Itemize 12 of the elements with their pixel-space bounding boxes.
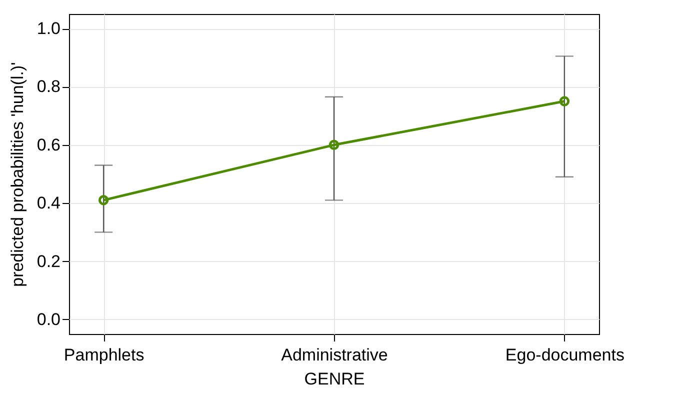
y-tick-label: 0.4 xyxy=(36,194,60,213)
x-tick-label: Ego-documents xyxy=(505,346,624,364)
x-axis-title: GENRE xyxy=(304,370,365,388)
y-tick-label: 0.8 xyxy=(36,77,60,96)
y-tick-label: 0.6 xyxy=(36,135,60,154)
y-tick-label: 1.0 xyxy=(36,19,60,38)
y-tick-label: 0.0 xyxy=(36,310,60,329)
point xyxy=(328,140,340,150)
x-tick-label: Administrative xyxy=(281,346,388,364)
y-tick-label: 0.2 xyxy=(36,252,60,271)
x-tick-label: Pamphlets xyxy=(64,346,144,364)
y-axis-title: predicted probabilities 'hun(l.)' xyxy=(8,62,27,287)
